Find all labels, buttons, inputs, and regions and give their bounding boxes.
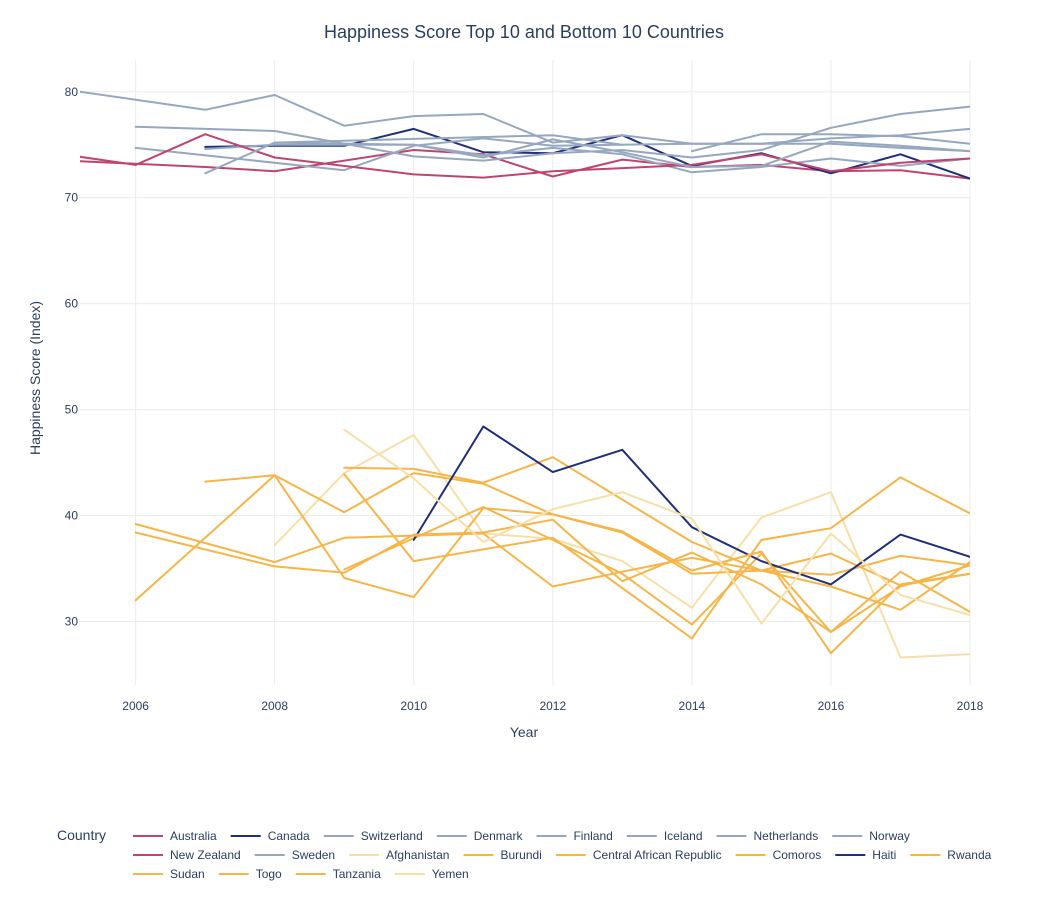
series-group — [0, 90, 970, 659]
legend-item-norway[interactable]: Norway — [832, 829, 910, 843]
x-tick-label: 2006 — [122, 699, 149, 713]
x-tick-label: 2008 — [261, 699, 288, 713]
legend-item-iceland[interactable]: Iceland — [626, 829, 703, 843]
series-line-togo[interactable] — [134, 474, 970, 655]
legend-label: Iceland — [664, 829, 703, 843]
y-tick-label: 40 — [65, 509, 79, 523]
legend-label: Australia — [170, 829, 217, 843]
legend-item-canada[interactable]: Canada — [230, 829, 310, 843]
series-line-tanzania[interactable] — [134, 518, 970, 633]
legend-item-comoros[interactable]: Comoros — [735, 848, 822, 862]
legend-item-rwanda[interactable]: Rwanda — [910, 848, 992, 862]
legend-label: Switzerland — [361, 829, 423, 843]
legend-label: Rwanda — [947, 848, 991, 862]
x-tick-label: 2014 — [679, 699, 706, 713]
legend-label: Comoros — [773, 848, 822, 862]
grid — [80, 60, 971, 685]
series-line-sudan[interactable] — [343, 473, 970, 640]
legend-item-haiti[interactable]: Haiti — [835, 848, 896, 862]
series-line-burundi[interactable] — [343, 506, 970, 633]
x-tick-label: 2012 — [539, 699, 566, 713]
chart-title: Happiness Score Top 10 and Bottom 10 Cou… — [324, 22, 724, 42]
legend-item-finland[interactable]: Finland — [536, 829, 613, 843]
legend-item-sudan[interactable]: Sudan — [133, 867, 205, 881]
x-axis-ticks: 2006 2008 2010 2012 2014 2016 2018 — [122, 699, 983, 713]
y-tick-label: 30 — [65, 614, 79, 628]
legend-item-tanzania[interactable]: Tanzania — [295, 867, 381, 881]
y-tick-label: 60 — [65, 297, 79, 311]
series-line-afghanistan[interactable] — [273, 434, 970, 659]
series-line-haiti[interactable] — [412, 425, 970, 586]
legend-item-switzerland[interactable]: Switzerland — [323, 829, 423, 843]
legend-label: Canada — [268, 829, 310, 843]
legend-title: Country — [57, 827, 106, 843]
legend[interactable]: Australia Canada Switzerland Denmark Finland… — [133, 829, 992, 881]
series-line-iceland[interactable] — [273, 134, 624, 146]
series-line-denmark[interactable] — [66, 90, 970, 145]
series-line-finland[interactable] — [134, 105, 970, 162]
legend-item-netherlands[interactable]: Netherlands — [716, 829, 819, 843]
legend-label: Central African Republic — [593, 848, 722, 862]
y-axis-ticks: 30 40 50 60 70 80 — [65, 85, 79, 629]
legend-label: Afghanistan — [386, 848, 449, 862]
series-line-rwanda[interactable] — [134, 523, 970, 611]
series-line-comoros[interactable] — [343, 456, 970, 576]
legend-label: Denmark — [474, 829, 524, 843]
legend-label: New Zealand — [170, 848, 241, 862]
legend-item-afghanistan[interactable]: Afghanistan — [349, 848, 449, 862]
legend-label: Yemen — [432, 867, 469, 881]
legend-label: Sudan — [170, 867, 205, 881]
y-axis-title: Happiness Score (Index) — [27, 301, 43, 455]
legend-label: Tanzania — [333, 867, 381, 881]
y-tick-label: 80 — [65, 85, 79, 99]
legend-item-burundi[interactable]: Burundi — [463, 848, 542, 862]
x-tick-label: 2010 — [400, 699, 427, 713]
legend-item-togo[interactable]: Togo — [218, 867, 282, 881]
legend-item-central-african-republic[interactable]: Central African Republic — [555, 848, 722, 862]
y-tick-label: 70 — [65, 191, 79, 205]
legend-label: Burundi — [500, 848, 541, 862]
series-line-new-zealand[interactable] — [0, 133, 970, 179]
x-tick-label: 2018 — [957, 699, 984, 713]
legend-label: Sweden — [292, 848, 335, 862]
legend-label: Norway — [869, 829, 910, 843]
y-tick-label: 50 — [65, 403, 79, 417]
legend-label: Togo — [256, 867, 282, 881]
legend-label: Netherlands — [754, 829, 819, 843]
legend-item-new-zealand[interactable]: New Zealand — [133, 848, 241, 862]
legend-label: Finland — [573, 829, 612, 843]
series-line-yemen[interactable] — [343, 428, 970, 625]
x-axis-title: Year — [510, 724, 539, 740]
x-tick-label: 2016 — [818, 699, 845, 713]
series-line-sweden[interactable] — [204, 138, 970, 175]
legend-label: Haiti — [872, 848, 896, 862]
legend-item-sweden[interactable]: Sweden — [254, 848, 335, 862]
legend-item-denmark[interactable]: Denmark — [436, 829, 524, 843]
legend-item-yemen[interactable]: Yemen — [394, 867, 469, 881]
legend-item-australia[interactable]: Australia — [133, 829, 217, 843]
series-line-norway[interactable] — [690, 133, 970, 153]
